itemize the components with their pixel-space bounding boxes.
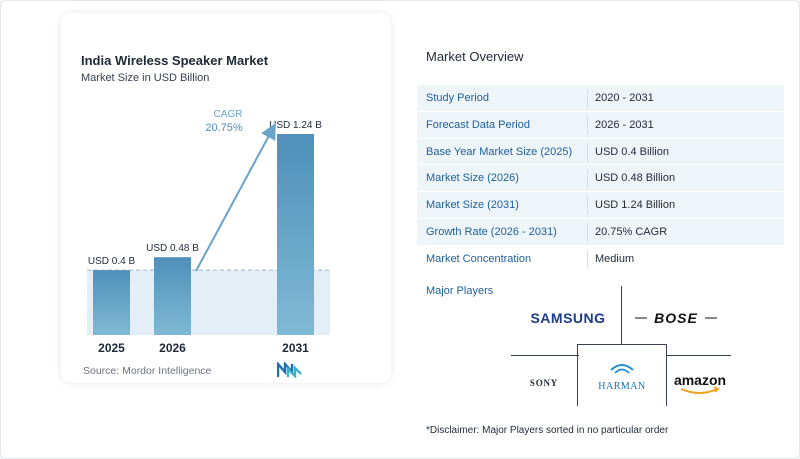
overview-row: Market Concentration Medium [417,245,784,273]
amazon-smile-icon [680,388,718,394]
data-label-2025: USD 0.4 B [88,256,136,267]
row-divider [587,196,588,216]
sony-logo: SONY [530,378,558,388]
chart-subtitle: Market Size in USD Billion [81,72,210,84]
row-value: 2020 - 2031 [595,92,654,104]
row-value: 20.75% CAGR [595,225,668,238]
cagr-label: CAGR [214,109,243,120]
row-divider [587,142,588,162]
bose-logo: BOSE [635,310,717,326]
players-title: Major Players [426,285,494,297]
row-label: Market Size (2031) [426,199,519,212]
bar-2025 [93,270,130,335]
cagr-value: 20.75% [205,122,243,134]
row-label: Market Size (2026) [426,172,519,185]
row-value: 2026 - 2031 [595,118,654,131]
row-value: USD 0.4 Billion [595,145,669,158]
sony-logo-text: SONY [530,378,558,388]
overview-row: Growth Rate (2026 - 2031) 20.75% CAGR [417,218,784,246]
harman-logo: HARMAN [598,364,645,392]
grid-line [577,344,578,406]
harman-logo-text: HARMAN [598,381,645,392]
grid-line [577,344,667,345]
x-tick-2031: 2031 [282,341,309,355]
data-label-2031: USD 1.24 B [269,120,322,131]
amazon-logo: amazon [674,372,726,394]
row-divider [587,169,588,189]
overview-title: Market Overview [426,49,524,64]
mordor-logo-icon [277,362,302,378]
samsung-logo: SAMSUNG [530,310,605,326]
row-value: Medium [595,252,635,265]
chart-card: India Wireless Speaker Market Market Siz… [61,13,391,383]
overview-table: Study Period 2020 - 2031 Forecast Data P… [417,85,784,273]
overview-row: Market Size (2026) USD 0.48 Billion [417,165,784,193]
x-tick-2026: 2026 [159,341,186,355]
cagr-arrow [195,122,276,272]
row-divider [587,89,588,108]
row-label: Market Concentration [426,252,532,265]
row-divider [587,115,588,135]
harman-arc-icon [610,364,634,371]
data-label-2026: USD 0.48 B [146,243,199,254]
row-value: USD 0.48 Billion [595,172,676,185]
row-label: Forecast Data Period [426,118,530,131]
row-label: Growth Rate (2026 - 2031) [426,225,557,238]
row-divider [587,249,588,269]
overview-row: Forecast Data Period 2026 - 2031 [417,111,784,139]
amazon-logo-text: amazon [674,372,726,388]
bar-2031 [277,134,314,335]
row-divider [587,222,588,242]
samsung-logo-text: SAMSUNG [530,310,605,326]
source-note: Source: Mordor Intelligence [83,365,212,377]
row-value: USD 1.24 Billion [595,199,676,212]
grid-line [511,355,579,356]
overview-row: Study Period 2020 - 2031 [417,85,784,112]
row-label: Study Period [426,92,489,104]
overview-row: Base Year Market Size (2025) USD 0.4 Bil… [417,138,784,166]
bose-logo-text: BOSE [654,310,698,326]
bar-2026 [154,257,191,335]
x-tick-2025: 2025 [98,341,125,355]
overview-row: Market Size (2031) USD 1.24 Billion [417,192,784,219]
chart-title: India Wireless Speaker Market [81,53,269,68]
grid-line [666,355,731,356]
disclaimer: *Disclaimer: Major Players sorted in no … [426,425,669,436]
bar-chart: USD 0.4 B 2025 USD 0.48 B 2026 USD 1.24 B 203… [87,109,330,355]
grid-line [621,286,622,344]
row-label: Base Year Market Size (2025) [426,145,573,158]
grid-line [666,344,667,406]
players-logo-grid: SAMSUNG BOSE SONY HARMAN amazon [511,286,731,406]
